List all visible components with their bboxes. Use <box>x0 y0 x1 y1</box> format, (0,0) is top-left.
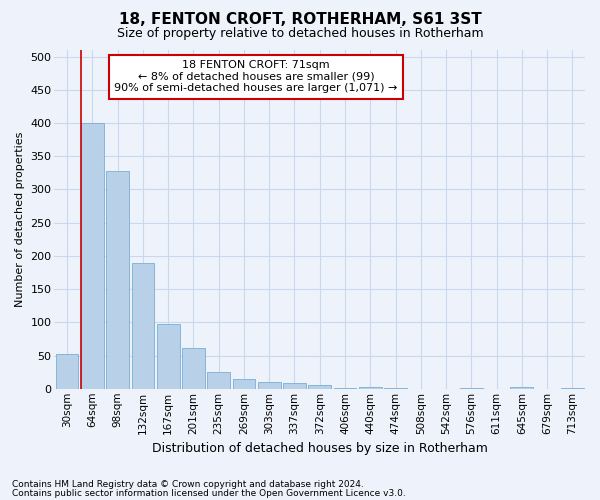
Bar <box>308 386 331 389</box>
Bar <box>334 388 356 389</box>
Text: Contains HM Land Registry data © Crown copyright and database right 2024.: Contains HM Land Registry data © Crown c… <box>12 480 364 489</box>
Bar <box>561 388 584 389</box>
Bar <box>283 384 306 389</box>
Bar <box>208 372 230 389</box>
Text: Contains public sector information licensed under the Open Government Licence v3: Contains public sector information licen… <box>12 489 406 498</box>
Bar <box>359 387 382 389</box>
X-axis label: Distribution of detached houses by size in Rotherham: Distribution of detached houses by size … <box>152 442 488 455</box>
Text: 18 FENTON CROFT: 71sqm
← 8% of detached houses are smaller (99)
90% of semi-deta: 18 FENTON CROFT: 71sqm ← 8% of detached … <box>115 60 398 94</box>
Bar <box>460 388 482 389</box>
Bar <box>258 382 281 389</box>
Text: Size of property relative to detached houses in Rotherham: Size of property relative to detached ho… <box>116 28 484 40</box>
Text: 18, FENTON CROFT, ROTHERHAM, S61 3ST: 18, FENTON CROFT, ROTHERHAM, S61 3ST <box>119 12 481 28</box>
Bar <box>106 171 129 389</box>
Bar <box>233 380 256 389</box>
Bar <box>157 324 179 389</box>
Bar <box>131 262 154 389</box>
Bar <box>384 388 407 389</box>
Bar <box>511 388 533 389</box>
Bar <box>182 348 205 389</box>
Bar <box>81 123 104 389</box>
Bar <box>56 354 79 389</box>
Y-axis label: Number of detached properties: Number of detached properties <box>15 132 25 307</box>
